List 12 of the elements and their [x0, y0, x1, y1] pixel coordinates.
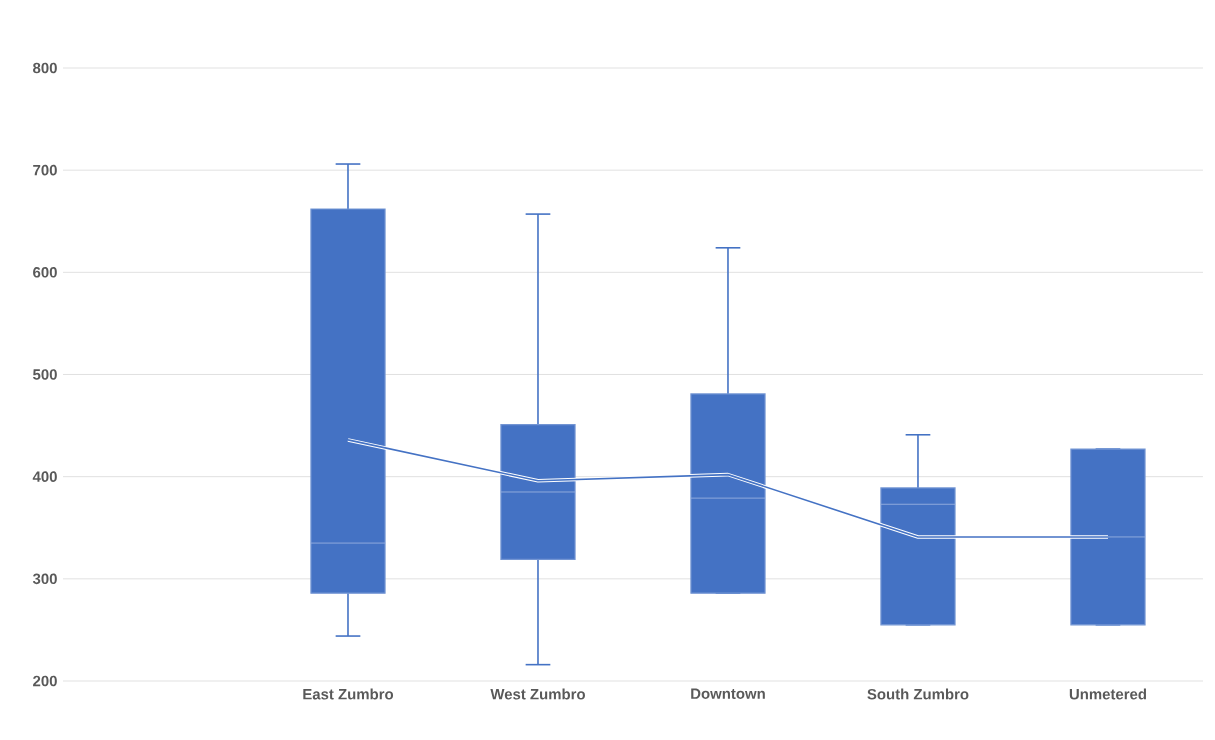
y-tick-label: 600	[33, 267, 57, 278]
x-tick-label: South Zumbro	[867, 688, 969, 700]
x-tick-label: Unmetered	[1069, 688, 1146, 700]
y-tick-label: 700	[33, 164, 57, 176]
y-tick-label: 800	[33, 62, 57, 74]
y-tick-label: 300	[32, 573, 57, 585]
y-tick-label: 200	[33, 675, 57, 687]
x-tick-label: West Zumbro	[490, 688, 585, 700]
y-tick-label: 500	[33, 369, 57, 380]
x-tick-label: Downtown	[691, 688, 765, 699]
x-tick-label: East Zumbro	[303, 688, 394, 700]
y-tick-label: 400	[32, 471, 57, 482]
